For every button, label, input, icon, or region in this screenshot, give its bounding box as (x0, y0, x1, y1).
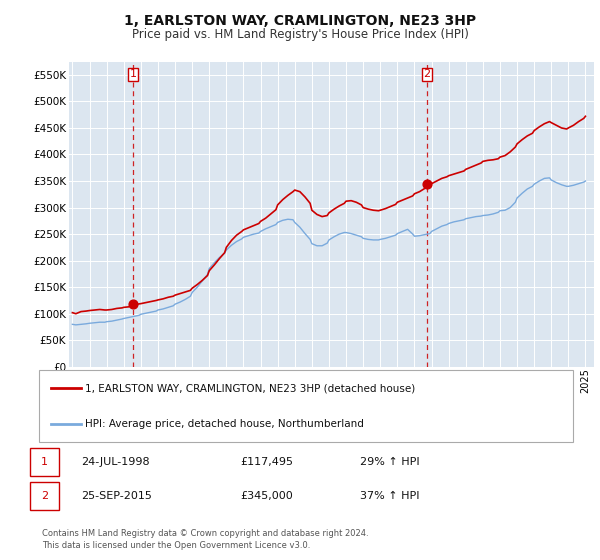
Text: 1: 1 (130, 69, 137, 79)
Text: £117,495: £117,495 (240, 457, 293, 467)
Text: 2: 2 (424, 69, 430, 79)
Text: 1: 1 (41, 457, 48, 467)
Point (422, 179, 432, 188)
Text: 1, EARLSTON WAY, CRAMLINGTON, NE23 3HP (detached house): 1, EARLSTON WAY, CRAMLINGTON, NE23 3HP (… (85, 383, 415, 393)
Text: HPI: Average price, detached house, Northumberland: HPI: Average price, detached house, Nort… (85, 419, 364, 429)
Text: 37% ↑ HPI: 37% ↑ HPI (360, 491, 419, 501)
Text: 2: 2 (41, 491, 48, 501)
Text: 29% ↑ HPI: 29% ↑ HPI (360, 457, 419, 467)
Text: 24-JUL-1998: 24-JUL-1998 (81, 457, 149, 467)
Text: £345,000: £345,000 (240, 491, 293, 501)
Text: Price paid vs. HM Land Registry's House Price Index (HPI): Price paid vs. HM Land Registry's House … (131, 28, 469, 41)
Text: 1, EARLSTON WAY, CRAMLINGTON, NE23 3HP: 1, EARLSTON WAY, CRAMLINGTON, NE23 3HP (124, 14, 476, 28)
Text: 25-SEP-2015: 25-SEP-2015 (81, 491, 152, 501)
Text: Contains HM Land Registry data © Crown copyright and database right 2024.
This d: Contains HM Land Registry data © Crown c… (42, 529, 368, 550)
Point (128, 300, 138, 309)
